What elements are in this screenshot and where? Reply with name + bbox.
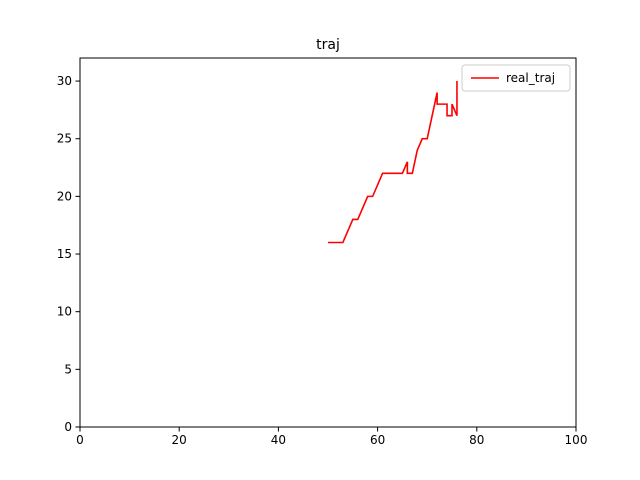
axes-frame <box>79 57 577 428</box>
plot-area <box>328 81 458 244</box>
y-tick-label: 25 <box>57 132 72 146</box>
y-tick-label: 30 <box>57 74 72 88</box>
legend-label: real_traj <box>506 71 555 85</box>
x-tick-label: 80 <box>469 433 484 447</box>
y-tick-label: 15 <box>57 247 72 261</box>
series-line-0 <box>328 81 458 244</box>
x-tick-label: 20 <box>172 433 187 447</box>
x-tick-label: 100 <box>565 433 588 447</box>
x-tick-label: 0 <box>76 433 84 447</box>
legend-box <box>461 64 571 92</box>
chart-title: traj <box>316 37 340 53</box>
y-tick-label: 20 <box>57 189 72 203</box>
y-tick-label: 5 <box>64 362 72 376</box>
y-tick-label: 0 <box>64 420 72 434</box>
x-tick-label: 40 <box>271 433 286 447</box>
x-tick-label: 60 <box>370 433 385 447</box>
legend: real_traj <box>461 64 571 92</box>
y-tick-label: 10 <box>57 305 72 319</box>
axes: 0 20 40 60 80 100 0 5 10 15 20 25 30 <box>57 57 588 447</box>
